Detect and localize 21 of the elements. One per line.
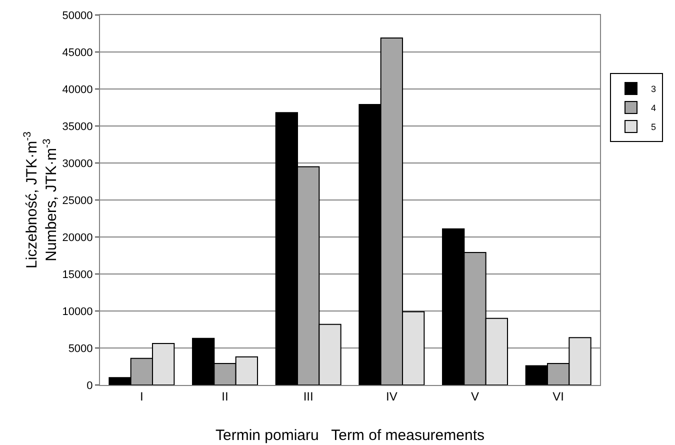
y-tick-label: 30000 [62,158,93,170]
y-tick-label: 10000 [62,306,93,318]
y-tick-label: 20000 [62,232,93,244]
y-tick-label: 40000 [62,84,93,96]
x-tick-label: V [470,389,480,404]
x-axis-title: Termin pomiaru Term of measurements [216,427,484,444]
x-tick-label: VI [552,389,564,404]
y-tick-label: 35000 [62,120,93,133]
legend-label: 4 [651,103,656,114]
legend-label: 5 [651,122,656,132]
y-tick-label: 15000 [62,268,93,281]
x-tick-label: III [303,389,314,404]
y-tick-label: 50000 [62,10,93,22]
y-tick-label: 45000 [62,46,93,59]
y-tick-label: 0 [86,380,93,392]
y-tick-label: 25000 [62,194,93,207]
x-tick-label: I [140,389,144,404]
y-tick-label: 5000 [68,342,93,355]
x-tick-label: II [222,389,228,404]
legend-label: 3 [651,84,656,94]
x-tick-label: IV [386,389,398,404]
